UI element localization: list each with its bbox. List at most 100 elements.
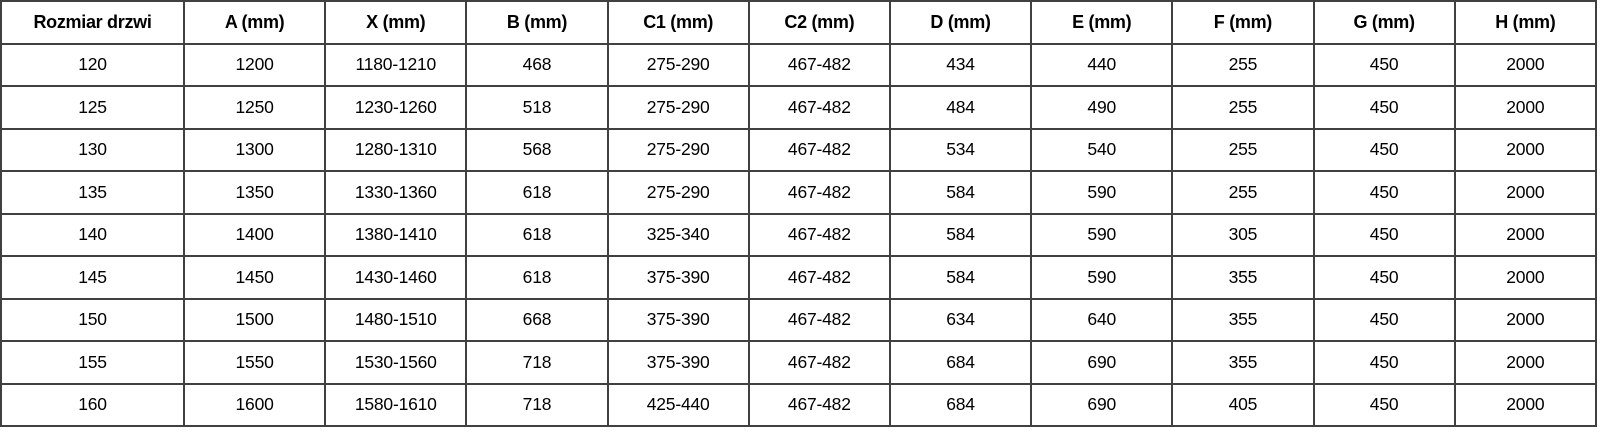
table-cell: 155 — [0, 340, 185, 385]
column-header: C2 (mm) — [747, 0, 891, 45]
table-cell: 1600 — [182, 382, 327, 427]
table-cell: 568 — [465, 127, 609, 172]
table-cell: 425-440 — [606, 382, 750, 427]
table-cell: 590 — [1030, 255, 1174, 300]
table-cell: 467-482 — [747, 212, 891, 257]
table-cell: 450 — [1312, 127, 1456, 172]
table-header: Rozmiar drzwi A (mm) X (mm) B (mm) C1 (mm) C2… — [0, 0, 1598, 45]
table-cell: 2000 — [1453, 382, 1598, 427]
table-cell: 150 — [0, 297, 185, 342]
table-cell: 2000 — [1453, 255, 1598, 300]
table-cell: 450 — [1312, 340, 1456, 385]
table-row: 145 1450 1430-1460 618 375-390 467-482 584 590 3… — [0, 255, 1598, 300]
table-cell: 1380-1410 — [324, 212, 468, 257]
column-header: D (mm) — [888, 0, 1033, 45]
table-cell: 2000 — [1453, 212, 1598, 257]
table-cell: 440 — [1030, 42, 1174, 87]
table-cell: 1180-1210 — [324, 42, 468, 87]
table-cell: 718 — [465, 382, 609, 427]
table-cell: 2000 — [1453, 297, 1598, 342]
column-header: C1 (mm) — [606, 0, 750, 45]
table-cell: 467-482 — [747, 382, 891, 427]
table-cell: 468 — [465, 42, 609, 87]
table-cell: 275-290 — [606, 127, 750, 172]
table-cell: 355 — [1171, 340, 1315, 385]
table-cell: 690 — [1030, 340, 1174, 385]
table-cell: 2000 — [1453, 42, 1598, 87]
table-cell: 355 — [1171, 297, 1315, 342]
table-cell: 255 — [1171, 42, 1315, 87]
table-cell: 1280-1310 — [324, 127, 468, 172]
table-cell: 130 — [0, 127, 185, 172]
table-cell: 467-482 — [747, 170, 891, 215]
table-cell: 375-390 — [606, 297, 750, 342]
table-cell: 1550 — [182, 340, 327, 385]
header-row: Rozmiar drzwi A (mm) X (mm) B (mm) C1 (mm) C2… — [0, 0, 1598, 45]
table-cell: 618 — [465, 212, 609, 257]
table-row: 130 1300 1280-1310 568 275-290 467-482 534 540 2… — [0, 127, 1598, 172]
table-cell: 305 — [1171, 212, 1315, 257]
table-cell: 590 — [1030, 212, 1174, 257]
table-cell: 467-482 — [747, 127, 891, 172]
table-cell: 255 — [1171, 170, 1315, 215]
table-cell: 1230-1260 — [324, 85, 468, 130]
table-row: 135 1350 1330-1360 618 275-290 467-482 584 590 2… — [0, 170, 1598, 215]
column-header: H (mm) — [1453, 0, 1598, 45]
table-cell: 120 — [0, 42, 185, 87]
column-header: F (mm) — [1171, 0, 1315, 45]
column-header: E (mm) — [1030, 0, 1174, 45]
table-cell: 450 — [1312, 212, 1456, 257]
table-cell: 467-482 — [747, 255, 891, 300]
table-cell: 375-390 — [606, 340, 750, 385]
table-cell: 1530-1560 — [324, 340, 468, 385]
table-cell: 1330-1360 — [324, 170, 468, 215]
table-cell: 467-482 — [747, 42, 891, 87]
table-cell: 684 — [888, 340, 1033, 385]
table-cell: 1400 — [182, 212, 327, 257]
table-cell: 484 — [888, 85, 1033, 130]
table-cell: 467-482 — [747, 297, 891, 342]
column-header: A (mm) — [182, 0, 327, 45]
table-cell: 135 — [0, 170, 185, 215]
table-cell: 490 — [1030, 85, 1174, 130]
table-cell: 584 — [888, 170, 1033, 215]
column-header: X (mm) — [324, 0, 468, 45]
table-cell: 1200 — [182, 42, 327, 87]
table-body: 120 1200 1180-1210 468 275-290 467-482 434 440 2… — [0, 42, 1598, 427]
table-row: 150 1500 1480-1510 668 375-390 467-482 634 640 3… — [0, 297, 1598, 342]
table-cell: 450 — [1312, 255, 1456, 300]
table-cell: 2000 — [1453, 127, 1598, 172]
table-row: 155 1550 1530-1560 718 375-390 467-482 684 690 3… — [0, 340, 1598, 385]
table-row: 160 1600 1580-1610 718 425-440 467-482 684 690 4… — [0, 382, 1598, 427]
table-cell: 450 — [1312, 382, 1456, 427]
table-cell: 450 — [1312, 42, 1456, 87]
table-cell: 325-340 — [606, 212, 750, 257]
column-header: Rozmiar drzwi — [0, 0, 185, 45]
table-cell: 375-390 — [606, 255, 750, 300]
table-cell: 1350 — [182, 170, 327, 215]
table-cell: 450 — [1312, 297, 1456, 342]
table-row: 120 1200 1180-1210 468 275-290 467-482 434 440 2… — [0, 42, 1598, 87]
table-cell: 2000 — [1453, 340, 1598, 385]
table-cell: 1430-1460 — [324, 255, 468, 300]
table-cell: 140 — [0, 212, 185, 257]
table-cell: 467-482 — [747, 340, 891, 385]
table-cell: 1580-1610 — [324, 382, 468, 427]
column-header: B (mm) — [465, 0, 609, 45]
table-cell: 255 — [1171, 127, 1315, 172]
table-cell: 1300 — [182, 127, 327, 172]
table-row: 125 1250 1230-1260 518 275-290 467-482 484 490 2… — [0, 85, 1598, 130]
table-cell: 1480-1510 — [324, 297, 468, 342]
table-cell: 405 — [1171, 382, 1315, 427]
table-cell: 467-482 — [747, 85, 891, 130]
table-cell: 2000 — [1453, 170, 1598, 215]
table-cell: 355 — [1171, 255, 1315, 300]
table-cell: 275-290 — [606, 85, 750, 130]
table-cell: 668 — [465, 297, 609, 342]
table-cell: 584 — [888, 255, 1033, 300]
table-row: 140 1400 1380-1410 618 325-340 467-482 584 590 3… — [0, 212, 1598, 257]
table-cell: 275-290 — [606, 42, 750, 87]
table-cell: 450 — [1312, 170, 1456, 215]
table-cell: 1500 — [182, 297, 327, 342]
table-cell: 534 — [888, 127, 1033, 172]
